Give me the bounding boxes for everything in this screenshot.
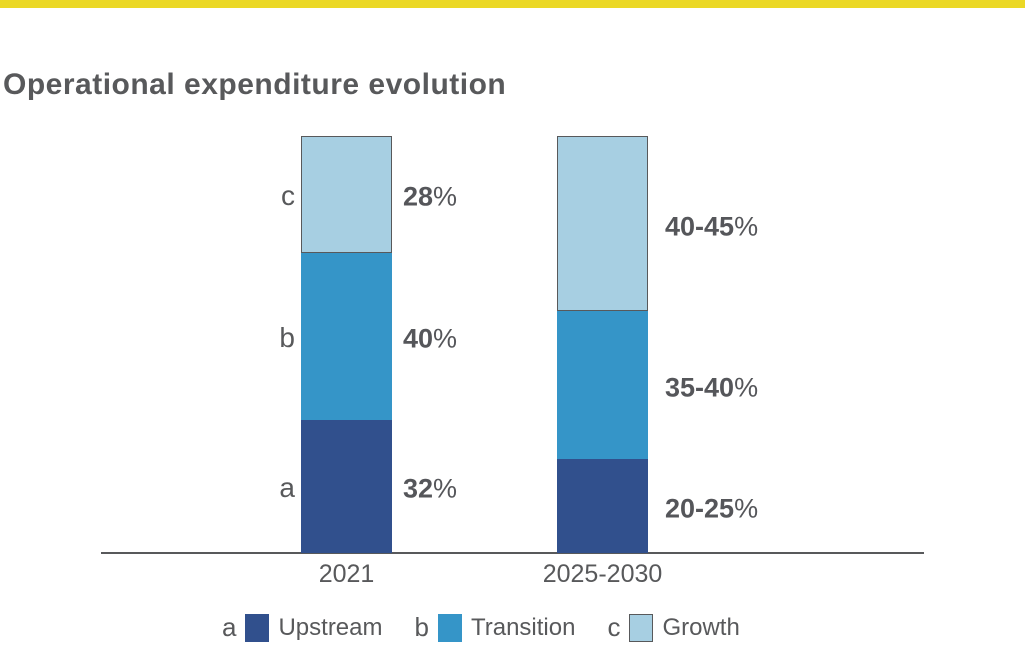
legend-swatch-growth (629, 613, 654, 642)
legend-label-upstream: Upstream (278, 613, 383, 641)
legend-letter-a: a (222, 612, 237, 642)
segment-value-label-upstream-2021: 32% (403, 473, 458, 504)
legend-item-growth: c Growth (607, 612, 739, 643)
legend-swatch-transition (437, 613, 462, 642)
legend-label-transition: Transition (470, 613, 576, 641)
segment-value-label-transition-2025-2030: 35-40% (665, 372, 759, 403)
top-accent-bar (0, 0, 1025, 8)
bar-segment-growth-2025-2030 (557, 136, 648, 312)
chart-title: Operational expenditure evolution (3, 68, 507, 102)
legend-item-upstream: a Upstream (222, 612, 383, 643)
bar-segment-transition-2025-2030 (557, 311, 648, 460)
category-label-2021: 2021 (318, 560, 375, 588)
segment-value-label-upstream-2025-2030: 20-25% (665, 493, 759, 524)
segment-letter-b: b (279, 322, 295, 354)
legend: a Upstream b Transition c Growth (222, 612, 740, 643)
bar-segment-transition-2021 (301, 252, 392, 420)
legend-swatch-upstream (245, 613, 270, 642)
segment-value-label-growth-2025-2030: 40-45% (665, 211, 759, 242)
legend-item-transition: b Transition (415, 612, 576, 643)
category-label-2025-2030: 2025-2030 (542, 560, 663, 588)
segment-letter-c: c (281, 180, 295, 212)
segment-letter-a: a (279, 472, 295, 504)
legend-label-growth: Growth (662, 613, 740, 641)
legend-letter-c: c (607, 612, 621, 642)
legend-letter-b: b (414, 612, 429, 642)
bar-segment-upstream-2021 (301, 419, 392, 553)
x-axis-line (101, 552, 924, 554)
segment-value-label-transition-2021: 40% (403, 323, 458, 354)
bar-segment-upstream-2025-2030 (557, 459, 648, 553)
bar-segment-growth-2021 (301, 136, 392, 253)
segment-value-label-growth-2021: 28% (403, 181, 458, 212)
